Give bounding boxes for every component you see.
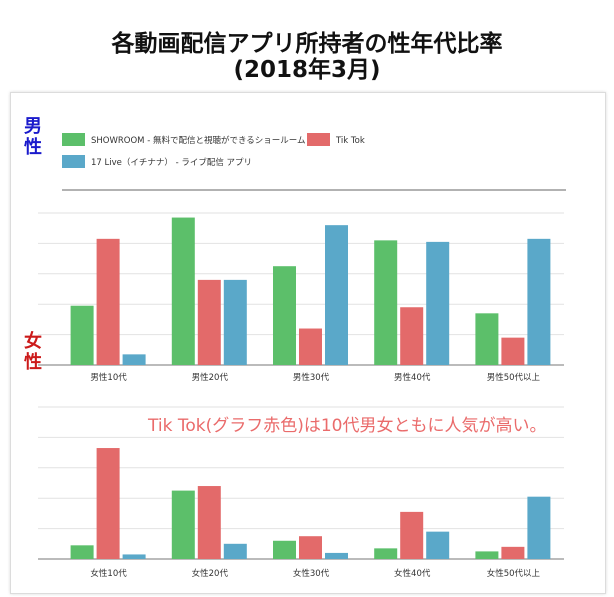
bar <box>171 490 195 559</box>
category-label: 男性40代 <box>394 372 431 383</box>
page-title: 各動画配信アプリ所持者の性年代比率 <box>111 31 503 57</box>
legend-label: Tik Tok <box>335 136 365 146</box>
category-label: 男性50代以上 <box>487 372 541 383</box>
page-subtitle: (2018年3月) <box>233 57 381 83</box>
bar <box>475 313 499 365</box>
bar <box>475 551 499 559</box>
category-label: 女性10代 <box>90 568 127 579</box>
category-label: 男性20代 <box>192 372 229 383</box>
bar <box>171 217 195 365</box>
bar <box>122 354 146 365</box>
bar <box>527 496 551 559</box>
bar <box>426 241 450 365</box>
bar <box>501 337 525 365</box>
bar <box>325 552 348 559</box>
bar <box>96 448 120 559</box>
bar <box>223 279 247 365</box>
category-label: 女性40代 <box>394 568 431 579</box>
side-label: 女 <box>24 330 42 352</box>
legend-swatch <box>62 133 85 146</box>
category-label: 男性30代 <box>293 372 330 383</box>
chart-annotation: Tik Tok(グラフ赤色)は10代男女ともに人気が高い。 <box>147 416 546 436</box>
bar <box>122 554 146 559</box>
bar <box>70 545 94 559</box>
bar <box>374 240 398 365</box>
bar <box>527 238 551 365</box>
bar <box>400 511 424 559</box>
legend-swatch <box>307 133 330 146</box>
legend-label: 17 Live（イチナナ） - ライブ配信 アプリ <box>91 157 252 168</box>
bar <box>400 307 424 365</box>
category-label: 女性20代 <box>192 568 229 579</box>
bar <box>374 548 398 559</box>
category-label: 女性30代 <box>293 568 330 579</box>
bar <box>223 543 247 559</box>
category-label: 男性10代 <box>90 372 127 383</box>
side-label: 男 <box>24 116 42 137</box>
bar <box>96 238 120 365</box>
bar <box>197 279 221 365</box>
bar <box>70 305 94 365</box>
category-label: 女性50代以上 <box>487 568 541 579</box>
legend-label: SHOWROOM - 無料で配信と視聴ができるショールーム <box>91 135 306 146</box>
bar <box>325 225 348 365</box>
chart-svg: SHOWROOM - 無料で配信と視聴ができるショールーム Tik Tok 17 L… <box>24 116 566 579</box>
legend-swatch <box>62 155 85 168</box>
side-label: 性 <box>24 351 42 373</box>
bar <box>299 328 322 365</box>
bar <box>501 546 525 559</box>
side-label: 性 <box>24 136 42 158</box>
bar <box>197 486 221 559</box>
bar <box>426 531 450 559</box>
bar <box>273 540 296 559</box>
bar <box>299 536 322 559</box>
chart-panel: SHOWROOM - 無料で配信と視聴ができるショールーム Tik Tok 17 L… <box>10 92 606 594</box>
bar <box>273 266 296 365</box>
